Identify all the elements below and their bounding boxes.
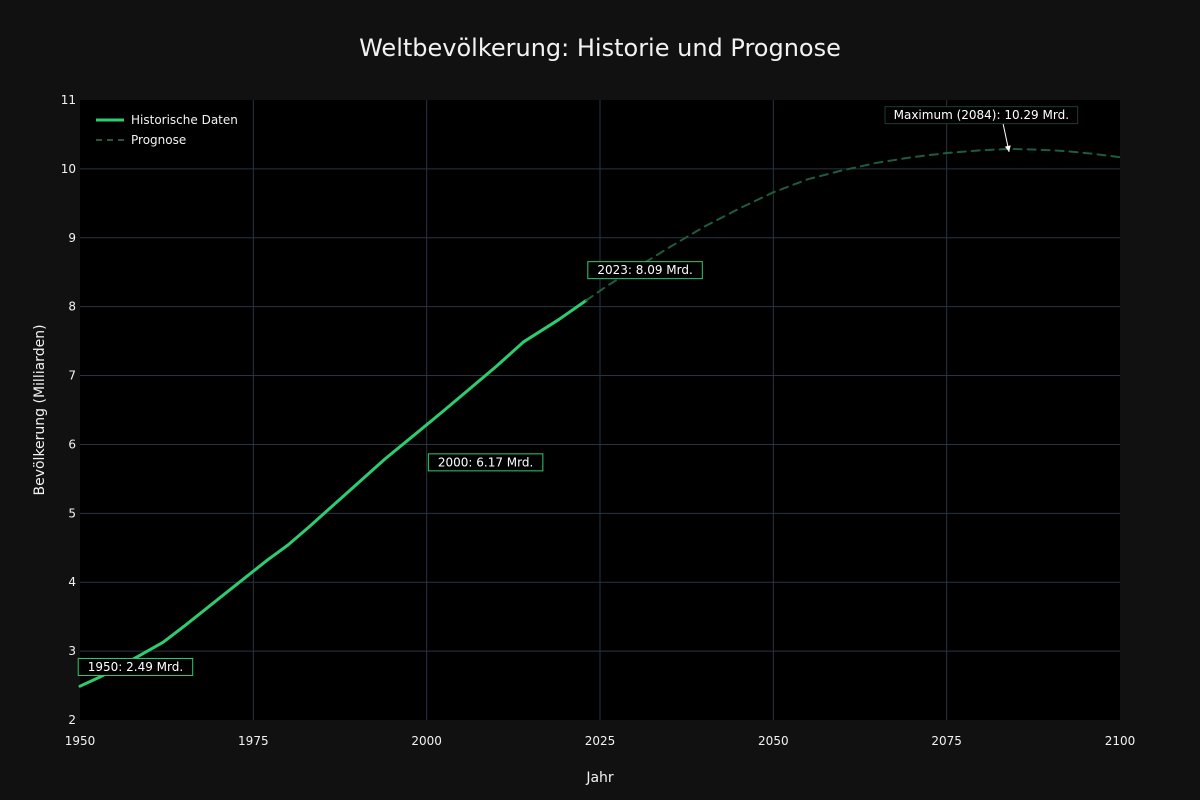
annotation-label: 2023: 8.09 Mrd. [597,263,692,277]
x-tick-label: 2050 [758,734,789,748]
y-tick-label: 5 [68,506,76,520]
y-tick-label: 7 [68,369,76,383]
y-axis-title: Bevölkerung (Milliarden) [32,324,48,495]
x-tick-label: 2000 [411,734,442,748]
annotation: 2000: 6.17 Mrd. [427,453,544,472]
annotation-label: 2000: 6.17 Mrd. [438,455,533,469]
y-tick-label: 9 [68,231,76,245]
y-tick-label: 8 [68,300,76,314]
annotation-label: 1950: 2.49 Mrd. [88,660,183,674]
y-tick-label: 6 [68,437,76,451]
annotation-box [427,453,544,472]
annotation-arrowhead [1004,145,1011,152]
annotation: 2023: 8.09 Mrd. [587,261,703,280]
y-tick-label: 2 [68,713,76,727]
y-tick-label: 10 [61,162,76,176]
annotation: Maximum (2084): 10.29 Mrd. [884,106,1079,153]
annotation-box [587,261,703,280]
x-tick-label: 1975 [238,734,269,748]
y-tick-label: 11 [61,93,76,107]
y-tick-label: 4 [68,575,76,589]
x-tick-label: 2100 [1105,734,1136,748]
series-group [78,147,1121,688]
chart-title: Weltbevölkerung: Historie und Prognose [359,34,841,62]
series-line-historische-daten [78,299,588,688]
x-gridlines [252,100,948,720]
legend[interactable]: Historische Daten Prognose [96,113,238,147]
x-tick-label: 2075 [931,734,962,748]
y-tick-labels: 2 3 4 5 6 7 8 9 10 11 [61,93,76,727]
legend-item-historische-daten[interactable]: Historische Daten [96,113,238,127]
annotation-box [884,106,1079,125]
legend-item-prognose[interactable]: Prognose [96,133,186,147]
annotations-group: 1950: 2.49 Mrd. 2000: 6.17 Mrd. 2023: 8.09… [77,106,1079,676]
legend-label: Historische Daten [131,113,238,127]
x-axis-title: Jahr [585,770,614,786]
annotation: 1950: 2.49 Mrd. [77,657,194,676]
x-tick-label: 1950 [65,734,96,748]
y-tick-label: 3 [68,644,76,658]
legend-label: Prognose [131,133,186,147]
x-tick-labels: 1950 1975 2000 2025 2050 2075 2100 [65,734,1136,748]
annotation-label: Maximum (2084): 10.29 Mrd. [894,108,1069,122]
annotation-box [77,657,194,676]
series-line-prognose [585,147,1121,302]
x-tick-label: 2025 [585,734,616,748]
